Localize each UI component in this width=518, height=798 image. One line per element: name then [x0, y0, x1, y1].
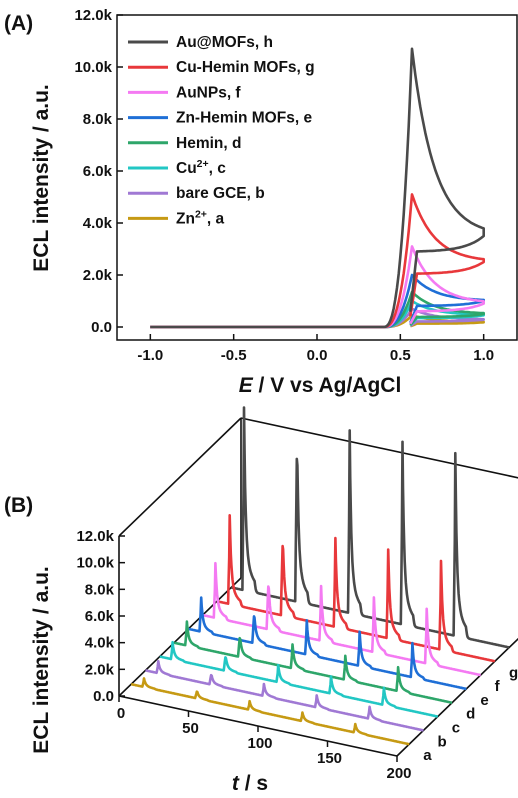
panel-b-y-tick-label: 0.0	[93, 688, 114, 705]
panel-b-xlabel-symbol: t	[232, 772, 240, 795]
panel-b-trace-c	[159, 640, 439, 718]
panel-b-trace-d	[173, 620, 453, 704]
panel-b-xlabel-text: / s	[239, 772, 268, 795]
panel-b-series-labels: hgfedcba	[423, 664, 518, 764]
panel-b-x-tick-label: 50	[182, 720, 199, 737]
panel-a-legend-entry-b: bare GCE, b	[176, 185, 265, 202]
panel-a-xlabel: E / V vs Ag/AgCl	[239, 374, 402, 397]
panel-b-xlabel: t / s	[232, 772, 268, 795]
panel-b-series-label-b: b	[437, 733, 446, 750]
panel-b-y-tick-label: 2.0k	[85, 661, 115, 678]
panel-a-xlabel-symbol: E	[239, 374, 254, 397]
panel-b-trace-a	[130, 677, 410, 746]
panel-a-x-tick-label: 1.0	[473, 347, 494, 364]
panel-a-y-tick-label: 10.0k	[74, 59, 112, 76]
panel-a-label: (A)	[4, 12, 33, 35]
panel-a-legend-entry-d: Hemin, d	[176, 135, 241, 152]
panel-b-top-depth-edge	[118, 417, 242, 537]
panel-a-legend-entry-e: Zn-Hemin MOFs, e	[176, 110, 312, 127]
panel-b-series-label-a: a	[423, 747, 432, 764]
panel-b-y-tick-label: 6.0k	[85, 608, 115, 625]
panel-b-trace-f	[201, 561, 482, 677]
panel-b-trace-e	[187, 596, 468, 691]
panel-b-series-label-g: g	[509, 664, 518, 681]
panel-b-y-ticks: 0.0 2.0k 4.0k 6.0k 8.0k 10.0k 12.0k	[76, 528, 125, 705]
panel-a-y-ticks: 0.0 2.0k 4.0k 6.0k 8.0k 10.0k 12.0k	[74, 7, 123, 336]
panel-b-y-tick-label: 8.0k	[85, 581, 115, 598]
panel-b-y-tick-label: 4.0k	[85, 635, 115, 652]
panel-b-x-tick-label: 200	[386, 765, 411, 782]
panel-b-series-label-e: e	[480, 692, 488, 709]
panel-b-y-tick-label: 10.0k	[76, 555, 114, 572]
panel-b-series-label-d: d	[466, 706, 475, 723]
panel-b-x-tick-label: 0	[117, 705, 125, 722]
panel-a-legend-entry-g: Cu-Hemin MOFs, g	[176, 59, 315, 76]
panel-a-y-tick-label: 4.0k	[83, 215, 113, 232]
panel-a-ylabel: ECL intensity / a.u.	[30, 84, 53, 271]
panel-a-y-tick-label: 6.0k	[83, 163, 113, 180]
panel-b-trace-g	[216, 514, 496, 663]
panel-b-traces	[130, 406, 510, 746]
panel-b: (B) 0.0 2.0k 4.0k 6.0k 8.0k 10.0k 12.0k 0 50 100…	[4, 406, 518, 795]
panel-a-legend: Au@MOFs, h Cu-Hemin MOFs, g AuNPs, f Zn-Hem…	[128, 34, 315, 227]
panel-a-y-tick-label: 12.0k	[74, 7, 112, 24]
panel-b-trace-b	[144, 659, 425, 732]
panel-a-y-tick-label: 8.0k	[83, 111, 113, 128]
panel-a-x-tick-label: 0.5	[390, 347, 411, 364]
panel-b-series-label-c: c	[452, 720, 460, 737]
panel-b-x-tick-label: 150	[317, 750, 342, 767]
panel-a-xlabel-text: / V vs Ag/AgCl	[253, 374, 402, 397]
panel-a-legend-entry-c: Cu2+, c	[176, 158, 226, 177]
panel-a-curve-h	[150, 47, 485, 329]
panel-b-label: (B)	[4, 494, 33, 517]
panel-a-x-tick-label: 0.0	[307, 347, 328, 364]
panel-b-trace-h	[230, 406, 510, 649]
panel-a-legend-entry-a: Zn2+, a	[176, 208, 225, 227]
panel-b-x-tick-label: 100	[247, 735, 272, 752]
panel-b-left-depth-floor	[118, 577, 242, 697]
panel-a-x-ticks: -1.0 -0.5 0.0 0.5 1.0	[137, 334, 494, 364]
panel-a-x-tick-label: -0.5	[221, 347, 247, 364]
panel-a-y-tick-label: 2.0k	[83, 267, 113, 284]
panel-b-y-tick-label: 12.0k	[76, 528, 114, 545]
panel-b-back-top-edge	[240, 417, 518, 479]
panel-b-right-depth-axis	[396, 637, 518, 757]
panel-b-x-ticks: 0 50 100 150 200	[117, 696, 412, 782]
panel-a: (A) 0.0 2.0k 4.0k 6.0k 8.0k 10.0k 12.0k -1.0 -0…	[4, 7, 518, 397]
panel-a-curves	[150, 47, 485, 329]
panel-a-legend-entry-f: AuNPs, f	[176, 84, 241, 101]
panel-b-series-label-f: f	[495, 678, 501, 695]
panel-a-legend-entry-h: Au@MOFs, h	[176, 34, 273, 51]
panel-a-y-tick-label: 0.0	[91, 319, 112, 336]
panel-b-ylabel: ECL intensity / a.u.	[30, 566, 53, 753]
panel-a-x-tick-label: -1.0	[137, 347, 163, 364]
